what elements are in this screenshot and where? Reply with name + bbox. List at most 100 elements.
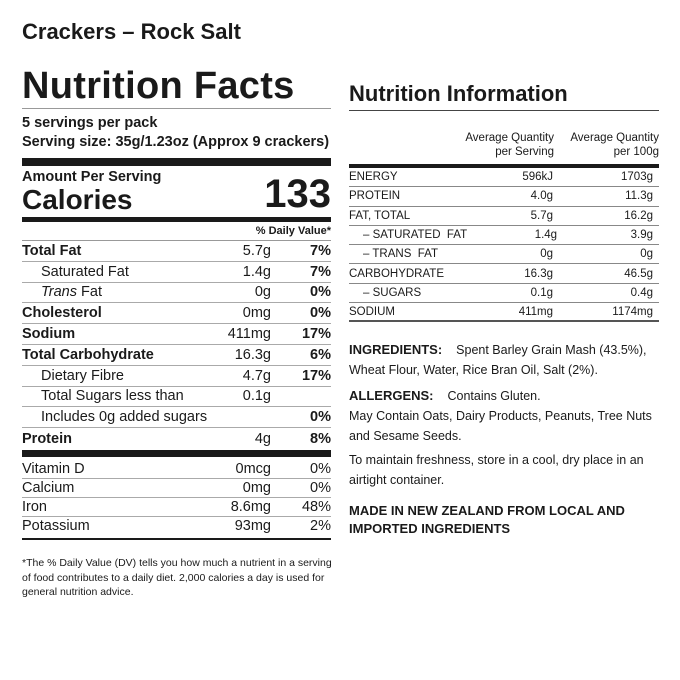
nutrient-name: Total Fat xyxy=(22,242,82,259)
col-per-serving-header: Average Quantity per Serving xyxy=(465,132,554,158)
nutrition-facts-panel: Nutrition Facts 5 servings per pack Serv… xyxy=(22,64,331,540)
info-nutrient: CARBOHYDRATE xyxy=(349,267,444,280)
serving-size: Serving size: 35g/1.23oz (Approx 9 crack… xyxy=(22,134,330,150)
nutrient-amount: 5.7g xyxy=(242,242,271,259)
nutrition-information-panel: Nutrition Information Average Quantity p… xyxy=(349,80,659,538)
nutrient-dv: 0% xyxy=(310,409,331,426)
nutrient-amount: 4.7g xyxy=(242,367,271,384)
vitamin-row: Potassium 93mg 2% xyxy=(22,517,331,536)
nutrient-name: Cholesterol xyxy=(22,305,102,322)
may-contain: May Contain Oats, Dairy Products, Peanut… xyxy=(349,409,652,444)
vitamin-amount: 0mcg xyxy=(235,460,271,477)
info-per-100g: 3.9g xyxy=(630,229,653,242)
info-nutrient: ENERGY xyxy=(349,171,398,184)
nutrient-dv: 7% xyxy=(310,263,331,280)
calories-label: Calories xyxy=(22,184,133,215)
info-row: – SATURATED FAT 1.4g 3.9g xyxy=(349,226,659,246)
info-per-serving: 5.7g xyxy=(530,209,553,222)
vitamin-name: Calcium xyxy=(22,479,75,496)
info-per-serving: 411mg xyxy=(518,305,553,318)
daily-value-footnote: *The % Daily Value (DV) tells you how mu… xyxy=(22,557,332,598)
nutrient-row: Dietary Fibre 4.7g 17% xyxy=(22,366,331,387)
info-row: SODIUM 411mg 1174mg xyxy=(349,303,659,323)
info-per-100g: 46.5g xyxy=(624,267,653,280)
nutrient-amount: 0mg xyxy=(242,305,271,322)
divider xyxy=(22,158,331,166)
info-per-serving: 0g xyxy=(540,248,553,261)
vitamin-row: Vitamin D 0mcg 0% xyxy=(22,460,331,479)
info-per-100g: 0.4g xyxy=(630,286,653,299)
nutrition-facts-heading: Nutrition Facts xyxy=(22,65,295,107)
info-row: ENERGY 596kJ 1703g xyxy=(349,168,659,188)
info-per-serving: 16.3g xyxy=(524,267,553,280)
info-per-serving: 4.0g xyxy=(530,190,553,203)
info-per-100g: 1703g xyxy=(621,171,653,184)
nutrient-amount: 4g xyxy=(254,430,271,447)
nutrient-row: Total Carbohydrate 16.3g 6% xyxy=(22,345,331,366)
nutrient-row: Sodium 411mg 17% xyxy=(22,324,331,345)
nutrient-name: Total Sugars less than xyxy=(41,388,184,405)
vitamin-name: Iron xyxy=(22,498,47,515)
nutrient-name: Trans Fat xyxy=(41,284,102,301)
nutrient-amount: 0g xyxy=(254,284,271,301)
nutrient-name: Dietary Fibre xyxy=(41,367,124,384)
daily-value-header: % Daily Value* xyxy=(22,222,331,241)
info-row: – TRANS FAT 0g 0g xyxy=(349,245,659,265)
divider xyxy=(22,217,331,222)
nutrient-amount: 16.3g xyxy=(234,346,271,363)
allergens: ALLERGENS: Contains Gluten. xyxy=(349,388,541,404)
info-per-serving: 596kJ xyxy=(522,171,553,184)
info-row: FAT, TOTAL 5.7g 16.2g xyxy=(349,207,659,226)
vitamin-amount: 8.6mg xyxy=(230,498,271,515)
vitamin-dv: 0% xyxy=(310,479,331,496)
nutrient-dv: 17% xyxy=(301,367,331,384)
nutrient-name: Protein xyxy=(22,430,72,447)
info-row: PROTEIN 4.0g 11.3g xyxy=(349,187,659,207)
vitamin-dv: 48% xyxy=(301,498,331,515)
info-nutrient: FAT, TOTAL xyxy=(349,209,411,222)
nutrient-dv: 6% xyxy=(310,346,331,363)
calories-value: 133 xyxy=(264,172,331,216)
storage-instructions: To maintain freshness, store in a cool, … xyxy=(349,453,644,488)
vitamin-amount: 0mg xyxy=(242,479,271,496)
info-per-serving: 0.1g xyxy=(530,286,553,299)
info-per-serving: 1.4g xyxy=(534,229,558,242)
ingredients: INGREDIENTS: Spent Barley Grain Mash (43.… xyxy=(349,342,647,378)
nutrient-name: Saturated Fat xyxy=(41,263,129,280)
info-nutrient: – SUGARS xyxy=(363,286,422,299)
nutrient-row: Includes 0g added sugars 0% xyxy=(22,407,331,429)
info-nutrient: SODIUM xyxy=(349,305,395,318)
divider xyxy=(22,449,331,457)
nutrient-amount: 0.1g xyxy=(242,388,271,405)
info-per-100g: 0g xyxy=(640,248,653,261)
nutrient-dv: 7% xyxy=(310,242,331,259)
nutrient-dv: 8% xyxy=(310,430,331,447)
info-per-100g: 16.2g xyxy=(624,209,653,222)
vitamin-row: Iron 8.6mg 48% xyxy=(22,498,331,517)
nutrient-row: Protein 4g 8% xyxy=(22,428,331,449)
vitamin-dv: 0% xyxy=(310,460,331,477)
info-nutrient: – SATURATED FAT xyxy=(363,229,468,242)
nutrient-amount: 1.4g xyxy=(242,263,271,280)
nutrient-name: Total Carbohydrate xyxy=(22,346,154,363)
country-of-origin: MADE IN NEW ZEALAND FROM LOCAL AND IMPOR… xyxy=(349,503,625,537)
calories-block: Amount Per Serving Calories 133 xyxy=(22,169,331,215)
info-row: – SUGARS 0.1g 0.4g xyxy=(349,284,659,304)
nutrient-name: Includes 0g added sugars xyxy=(41,409,208,426)
servings-per-pack: 5 servings per pack xyxy=(22,115,158,131)
nutrient-dv: 0% xyxy=(310,284,331,301)
vitamin-name: Potassium xyxy=(22,518,90,535)
info-nutrient: PROTEIN xyxy=(349,190,401,203)
nutrient-row: Trans Fat 0g 0% xyxy=(22,283,331,304)
nutrient-name: Sodium xyxy=(22,326,76,343)
nutrition-information-heading: Nutrition Information xyxy=(349,80,659,111)
amount-per-serving: Amount Per Serving xyxy=(22,169,162,185)
nutrient-dv: 17% xyxy=(301,326,331,343)
nutrient-row: Total Sugars less than 0.1g xyxy=(22,387,331,408)
info-per-100g: 11.3g xyxy=(625,190,653,203)
vitamin-dv: 2% xyxy=(310,518,331,535)
nutrient-row: Total Fat 5.7g 7% xyxy=(22,241,331,262)
product-title: Crackers – Rock Salt xyxy=(22,19,241,44)
vitamin-row: Calcium 0mg 0% xyxy=(22,479,331,498)
nutrient-row: Cholesterol 0mg 0% xyxy=(22,303,331,325)
